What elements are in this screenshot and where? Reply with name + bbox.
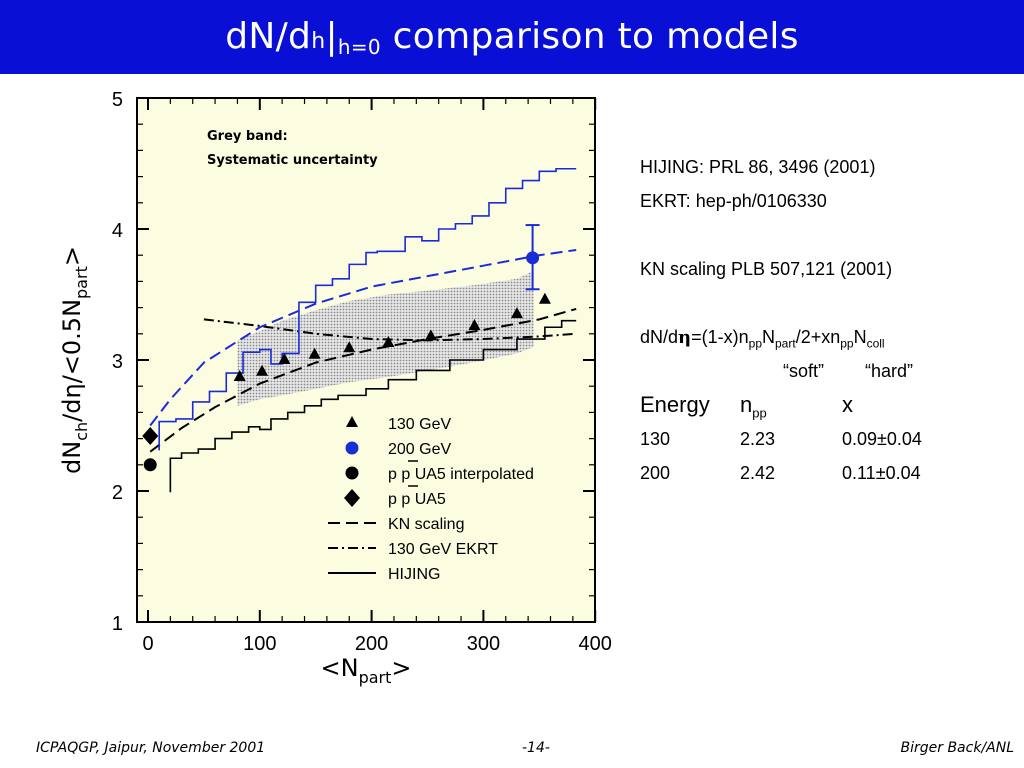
formula-part: dN/d	[640, 327, 679, 347]
legend-label: KN scaling	[388, 516, 464, 533]
series-line	[158, 167, 577, 451]
y-axis-label: dNch/dη/<0.5Npart>	[58, 246, 91, 474]
title-subscript: h=0	[337, 34, 381, 59]
header-energy: Energy	[640, 392, 710, 417]
axis-ticks: 1 2 3 4 5 0 100 200 300 400	[112, 89, 612, 655]
data-point-triangle	[382, 335, 395, 347]
data-point-triangle	[256, 364, 269, 376]
params-table-row: 130 2.23 0.09±0.04	[640, 422, 1020, 456]
cell-energy: 200	[640, 463, 671, 483]
y-label-part: dN	[58, 441, 86, 474]
formula-eta: η	[678, 327, 692, 348]
legend-symbol-circle	[345, 466, 359, 480]
references-panel: HIJING: PRL 86, 3496 (2001) EKRT: hep-ph…	[640, 150, 1020, 490]
annotation-line-2: Systematic uncertainty	[207, 153, 378, 168]
formula-part: /2+xn	[795, 327, 841, 347]
formula-part: N	[853, 327, 867, 347]
header-npp-main: n	[740, 392, 753, 417]
title-bar: dN/dh|h=0 comparison to models	[0, 0, 1024, 74]
params-table-row: 200 2.42 0.11±0.04	[640, 456, 1020, 490]
legend-symbol-diamond	[344, 489, 360, 507]
cell-x: 0.11±0.04	[842, 463, 921, 483]
footer-conference: ICPAQGP, Jaipur, November 2001	[36, 740, 266, 756]
title-part: comparison to models	[380, 15, 799, 57]
formula-sub: pp	[748, 336, 762, 351]
data-point-triangle	[538, 292, 551, 304]
slide-title: dN/dh|h=0 comparison to models	[225, 16, 799, 59]
series-line	[149, 248, 577, 427]
legend-symbol-circle	[345, 441, 359, 455]
data-point-diamond	[142, 426, 159, 445]
formula-sub: pp	[840, 336, 854, 351]
data-point-triangle	[424, 329, 437, 341]
formula-sub: part	[775, 336, 796, 351]
footer-page-number: -14-	[522, 740, 550, 756]
formula-part: N	[762, 327, 775, 347]
y-label-part: part	[72, 266, 91, 299]
model-lines	[149, 167, 577, 493]
x-axis-label: <Npart>	[321, 654, 412, 687]
x-label-sub: part	[359, 668, 392, 687]
hard-label: “hard”	[865, 361, 914, 381]
chart: 1 2 3 4 5 0 100 200 300 400 130 GeV 200 GeV p p UA5…	[58, 89, 612, 687]
x-tick-label: 300	[467, 633, 500, 655]
header-npp-sub: pp	[752, 405, 767, 421]
soft-label: “soft”	[783, 361, 825, 381]
legend-label: 200 GeV	[388, 441, 451, 458]
y-tick-label: 4	[112, 220, 123, 242]
header-npp: npp	[740, 388, 842, 422]
x-label-main: <N	[321, 654, 359, 682]
params-table-header: Energy npp x	[640, 388, 1020, 422]
y-label-part: ch	[72, 422, 91, 441]
cell-x: 0.09±0.04	[842, 429, 922, 449]
data-point-circle	[526, 251, 540, 265]
data-point-triangle	[510, 307, 523, 319]
title-part: dN/d	[225, 15, 312, 57]
cell-npp: 2.23	[740, 429, 776, 449]
formula-sub: coll	[866, 336, 885, 351]
data-point-triangle	[278, 353, 291, 364]
header-x: x	[842, 392, 853, 417]
cell-npp: 2.42	[740, 463, 776, 483]
data-markers	[142, 224, 551, 472]
ref-ekrt: EKRT: hep-ph/0106330	[640, 191, 827, 211]
y-label-part: >	[58, 246, 86, 266]
data-point-triangle	[343, 341, 356, 353]
soft-hard-labels: “soft” “hard”	[640, 354, 1020, 388]
legend-label: HIJING	[388, 566, 440, 583]
y-tick-label: 3	[112, 351, 123, 373]
data-point-circle	[143, 458, 157, 472]
footer-author: Birger Back/ANL	[900, 740, 1014, 756]
y-tick-label: 1	[112, 613, 123, 635]
x-tick-label: 100	[243, 633, 276, 655]
x-tick-label: 200	[355, 633, 388, 655]
title-part: |	[325, 15, 338, 57]
legend-label: p p UA5 interpolated	[388, 466, 534, 483]
ref-hijing: HIJING: PRL 86, 3496 (2001)	[640, 157, 876, 177]
formula-part: =(1-x)n	[691, 327, 749, 347]
data-point-triangle	[233, 370, 246, 382]
series-line	[169, 319, 577, 493]
legend: 130 GeV 200 GeV p p UA5 interpolated p p UA…	[328, 416, 534, 583]
footer: ICPAQGP, Jaipur, November 2001 -14- Birg…	[0, 738, 1024, 762]
x-tick-label: 400	[579, 633, 612, 655]
legend-symbol-triangle	[346, 416, 358, 427]
y-label-part: /dη/<0.5N	[58, 299, 86, 422]
x-label-end: >	[391, 654, 411, 682]
annotation-line-1: Grey band:	[207, 129, 288, 144]
series-line	[149, 307, 577, 453]
legend-label: 130 GeV EKRT	[388, 541, 498, 558]
data-point-triangle	[308, 347, 321, 359]
legend-label: 130 GeV	[388, 416, 451, 433]
y-tick-label: 2	[112, 482, 123, 504]
y-tick-label: 5	[112, 89, 123, 111]
formula: dN/dη=(1-x)nppNpart/2+xnppNcoll	[640, 320, 1020, 354]
cell-energy: 130	[640, 429, 671, 449]
ref-kn: KN scaling PLB 507,121 (2001)	[640, 259, 893, 279]
series-line	[203, 318, 577, 342]
data-point-triangle	[468, 318, 481, 330]
title-part: h	[311, 28, 326, 54]
x-tick-label: 0	[142, 633, 153, 655]
legend-label: p p UA5	[388, 491, 446, 508]
